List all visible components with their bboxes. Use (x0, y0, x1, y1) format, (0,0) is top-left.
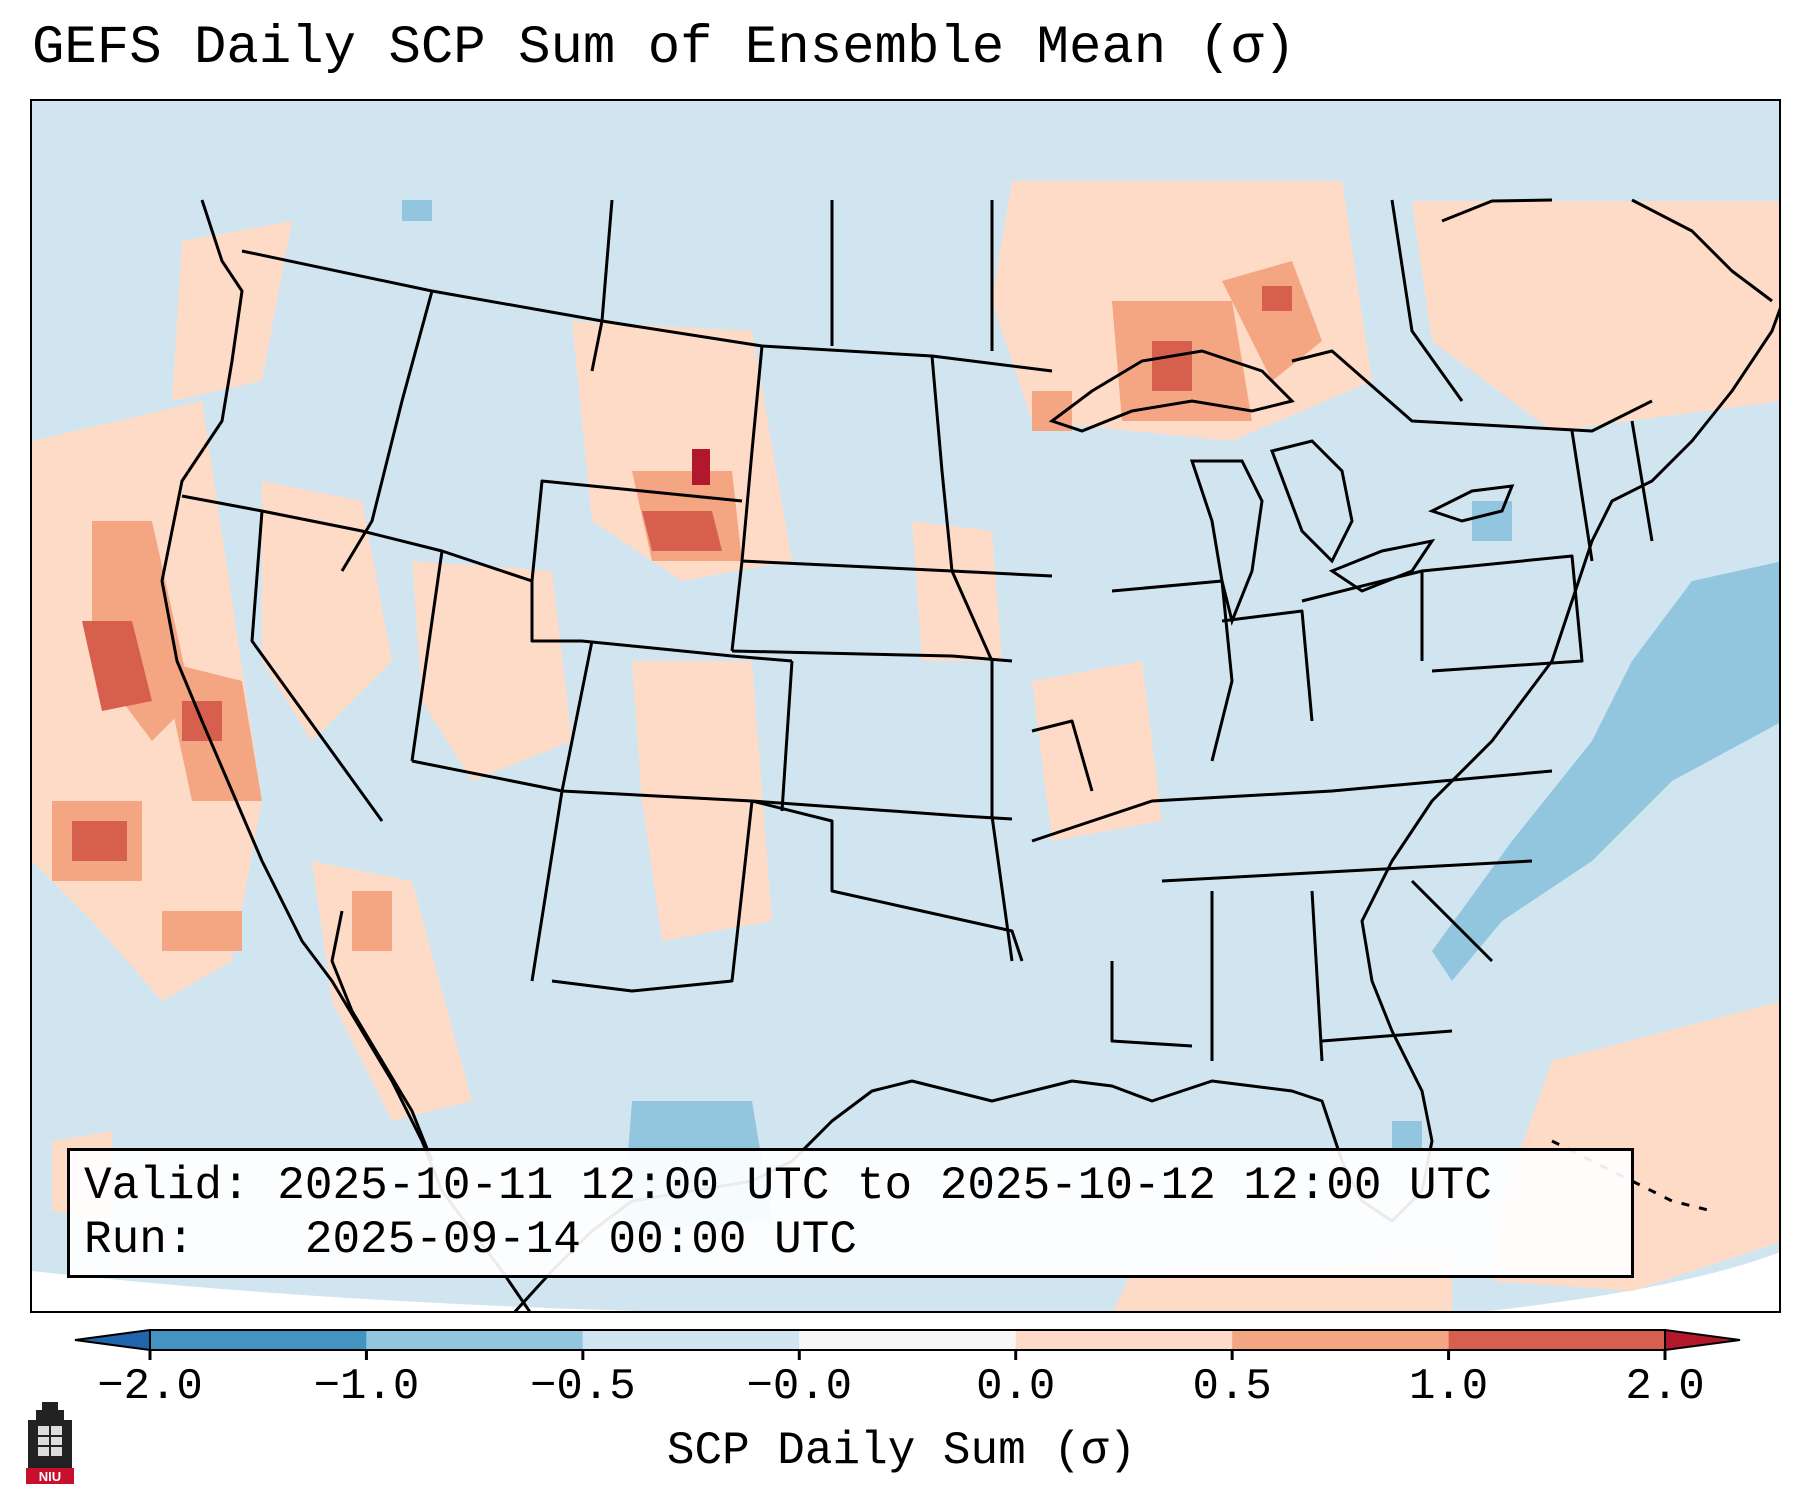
colorbar-tick-label: −0.0 (746, 1362, 853, 1412)
run-label: Run: (84, 1214, 195, 1266)
colorbar-tick-label: −2.0 (97, 1362, 203, 1412)
colorbar-segment (1232, 1330, 1449, 1350)
anomaly-positive-max (692, 449, 710, 485)
valid-run-box: Valid: 2025-10-11 12:00 UTC to 2025-10-1… (67, 1148, 1634, 1278)
projection-edge (32, 1271, 640, 1311)
colorbar-label: SCP Daily Sum (σ) (666, 1425, 1137, 1477)
chart-title: GEFS Daily SCP Sum of Ensemble Mean (σ) (32, 18, 1296, 79)
colorbar-extend-low (74, 1328, 151, 1352)
map-panel (30, 99, 1781, 1313)
colorbar-tick-label: 2.0 (1625, 1362, 1705, 1412)
colorbar-outline (149, 1329, 1666, 1351)
colorbar-tick-label: −0.5 (530, 1362, 636, 1412)
logo-text: NIU (39, 1469, 61, 1484)
colorbar-segment (799, 1330, 1016, 1350)
colorbar-svg (74, 1328, 1741, 1360)
colorbar-segment (582, 1330, 800, 1350)
colorbar-tick-label: 1.0 (1408, 1362, 1489, 1412)
state-borders (181, 199, 1654, 1062)
valid-label: Valid: (84, 1160, 250, 1212)
colorbar-extend-high (1664, 1328, 1741, 1352)
colorbar: −2.0 −1.0 −0.5 −0.0 0.0 0.5 1.0 2.0 SCP Daily S… (0, 1310, 1803, 1506)
niu-logo: NIU (26, 1402, 74, 1484)
colorbar-tick-label: 0.0 (976, 1362, 1056, 1412)
valid-value: 2025-10-11 12:00 UTC to 2025-10-12 12:00… (277, 1160, 1492, 1212)
run-value: 2025-09-14 00:00 UTC (304, 1214, 857, 1266)
colorbar-segment (366, 1330, 583, 1350)
anomaly-positive-high (72, 286, 1292, 861)
colorbar-segment (1015, 1330, 1233, 1350)
colorbar-segment (150, 1330, 367, 1350)
colorbar-tick-label: 0.5 (1192, 1362, 1272, 1412)
projection-edge-right (1488, 1252, 1779, 1311)
colorbar-tick-label: −1.0 (313, 1362, 420, 1412)
colorbar-segment (1448, 1330, 1665, 1350)
map-svg (32, 101, 1779, 1311)
